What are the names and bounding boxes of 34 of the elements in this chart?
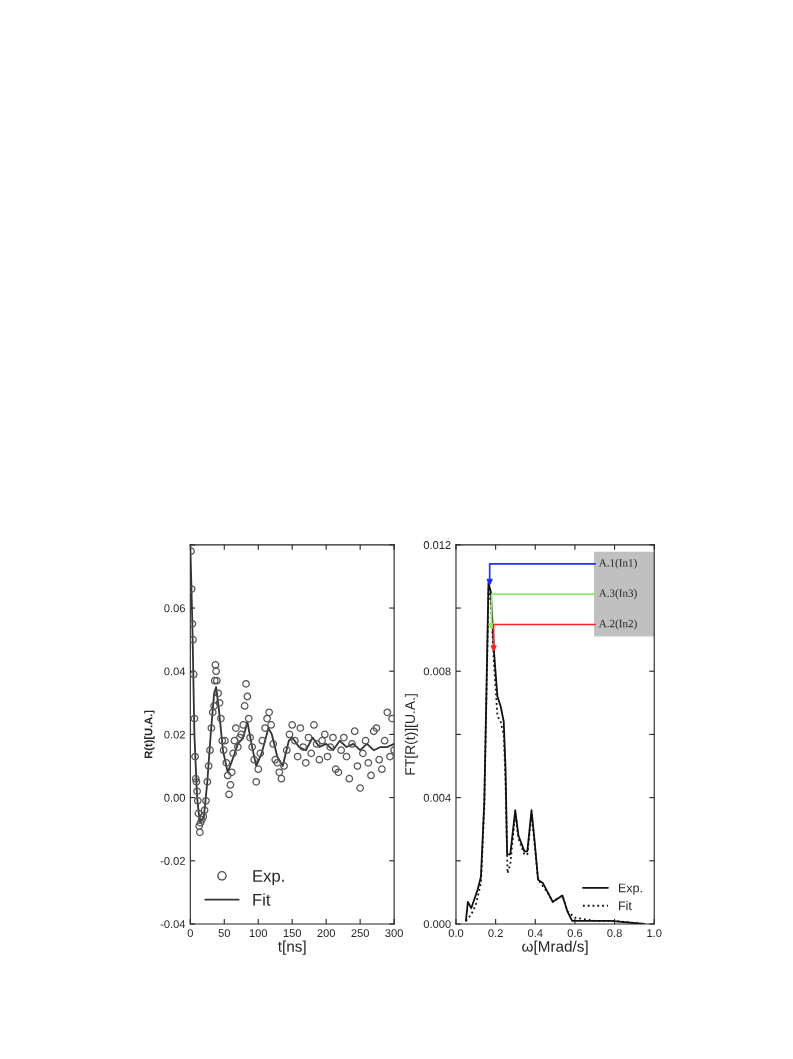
y-tick-label: -0.04 <box>160 920 186 929</box>
x-tick-label: 100 <box>249 929 268 937</box>
x-tick-label: 1.0 <box>647 929 662 937</box>
legend-label: Exp. <box>253 870 284 886</box>
annotation: A.1(In1) <box>598 558 637 569</box>
y-tick-label: 0.004 <box>423 793 451 802</box>
y-tick-label: 0.012 <box>423 541 451 549</box>
x-tick-label: 200 <box>317 929 336 937</box>
x-tick-label: 50 <box>218 929 231 937</box>
y-tick-label: 0.008 <box>423 667 451 676</box>
x-tick-label: 0.2 <box>488 929 503 937</box>
annotation: A.2(In2) <box>598 619 637 630</box>
annotation: A.3(In3) <box>598 589 637 600</box>
legend-label: Fit <box>253 893 271 906</box>
x-tick-label: 0 <box>187 929 193 937</box>
x-tick-label: 0.8 <box>607 929 622 937</box>
x-tick-label: 300 <box>385 929 403 937</box>
y-tick-label: 0.00 <box>164 793 186 802</box>
x-axis-title: t[ns] <box>278 940 306 955</box>
y-axis-title: R(t)[U.A.] <box>144 710 155 759</box>
x-tick-label: 0.4 <box>527 929 543 937</box>
y-tick-label: -0.02 <box>160 857 185 865</box>
y-tick-label: 0.04 <box>164 667 186 676</box>
y-tick-label: 0.000 <box>423 920 451 929</box>
x-axis-title: ω[Mrad/s] <box>522 940 588 955</box>
legend-label: Fit <box>618 901 632 911</box>
x-tick-label: 0.6 <box>567 929 583 937</box>
x-tick-label: 150 <box>283 929 302 937</box>
y-tick-label: 0.06 <box>164 604 185 613</box>
y-axis-title: FT[R(t)][U.A.] <box>404 694 418 775</box>
y-tick-label: 0.02 <box>164 730 185 739</box>
x-tick-label: 0.0 <box>448 929 464 937</box>
legend-label: Exp. <box>618 883 642 895</box>
x-tick-label: 250 <box>351 929 369 937</box>
